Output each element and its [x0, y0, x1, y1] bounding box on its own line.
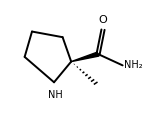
Polygon shape [71, 52, 99, 62]
Text: NH: NH [48, 90, 63, 100]
Text: NH₂: NH₂ [124, 60, 143, 70]
Text: O: O [99, 15, 107, 25]
